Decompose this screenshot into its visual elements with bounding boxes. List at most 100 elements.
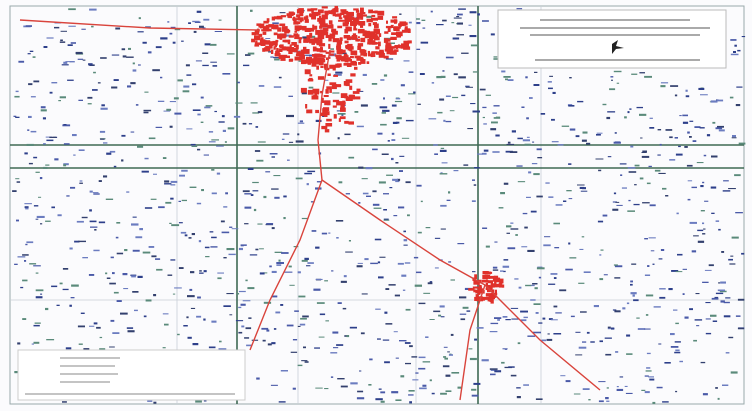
map-feature xyxy=(309,87,314,89)
map-feature xyxy=(440,173,448,174)
map-feature xyxy=(94,229,96,231)
map-feature xyxy=(156,269,162,271)
map-feature xyxy=(252,32,256,35)
map-feature xyxy=(25,244,27,245)
map-feature xyxy=(340,116,346,119)
map-feature xyxy=(452,97,458,98)
map-feature xyxy=(705,302,710,303)
map-feature xyxy=(284,56,290,58)
map-feature xyxy=(283,40,287,43)
map-feature xyxy=(668,288,672,290)
map-feature xyxy=(178,79,183,81)
map-feature xyxy=(146,299,152,301)
map-feature xyxy=(196,60,202,61)
map-feature xyxy=(651,250,655,251)
map-feature xyxy=(552,141,559,142)
map-feature xyxy=(606,401,609,402)
map-feature xyxy=(412,379,418,380)
map-feature xyxy=(659,288,666,289)
map-feature xyxy=(209,141,216,142)
map-feature xyxy=(239,248,243,250)
map-feature xyxy=(289,285,294,286)
map-feature xyxy=(355,111,359,113)
map-feature xyxy=(61,31,67,32)
map-feature xyxy=(45,308,48,310)
map-feature xyxy=(329,54,334,56)
map-feature xyxy=(348,121,354,124)
map-feature xyxy=(204,155,209,156)
map-feature xyxy=(678,146,681,147)
map-feature xyxy=(68,26,75,27)
map-feature xyxy=(605,397,609,399)
map-feature xyxy=(346,96,348,101)
map-feature xyxy=(144,112,149,114)
map-feature xyxy=(249,123,252,124)
map-feature xyxy=(324,388,328,389)
map-feature xyxy=(568,243,570,245)
map-feature xyxy=(307,38,314,42)
map-feature xyxy=(202,53,208,55)
map-feature xyxy=(93,72,96,74)
map-feature xyxy=(569,77,572,78)
map-feature xyxy=(579,249,583,250)
map-feature xyxy=(305,361,309,363)
map-feature xyxy=(187,295,195,297)
map-feature xyxy=(477,327,484,329)
map-feature xyxy=(359,371,361,372)
map-feature xyxy=(418,368,425,370)
map-feature xyxy=(88,63,93,65)
map-feature xyxy=(409,390,415,392)
map-feature xyxy=(131,132,135,133)
map-feature xyxy=(718,229,721,231)
map-feature xyxy=(604,274,608,275)
map-feature xyxy=(659,258,663,259)
map-feature xyxy=(192,146,198,147)
map-feature xyxy=(164,180,169,182)
map-feature xyxy=(306,30,311,32)
map-feature xyxy=(351,51,358,56)
map-feature xyxy=(26,25,32,27)
map-feature xyxy=(228,127,235,129)
map-feature xyxy=(395,162,398,164)
map-feature xyxy=(628,111,630,113)
map-feature xyxy=(114,166,117,168)
map-feature xyxy=(266,330,269,332)
map-feature xyxy=(575,354,582,355)
map-feature xyxy=(37,216,45,218)
map-feature xyxy=(216,146,224,147)
map-feature xyxy=(696,325,699,326)
map-feature xyxy=(263,196,266,198)
map-feature xyxy=(234,116,240,118)
map-feature xyxy=(135,236,142,238)
map-feature xyxy=(503,348,508,349)
map-feature xyxy=(598,221,603,223)
map-feature xyxy=(308,79,314,81)
map-feature xyxy=(201,189,204,191)
map-feature xyxy=(245,207,252,209)
map-feature xyxy=(503,316,508,318)
map-feature xyxy=(329,89,332,93)
map-feature xyxy=(401,275,406,277)
map-feature xyxy=(283,217,285,219)
map-feature xyxy=(171,184,176,185)
map-feature xyxy=(505,319,510,320)
map-feature xyxy=(392,179,398,181)
map-feature xyxy=(532,142,534,143)
map-feature xyxy=(492,151,499,153)
map-feature xyxy=(684,146,688,148)
map-feature xyxy=(182,200,187,201)
map-feature xyxy=(301,55,305,60)
map-feature xyxy=(404,245,408,246)
map-feature xyxy=(361,104,368,106)
map-feature xyxy=(149,246,155,248)
map-feature xyxy=(271,50,273,54)
map-feature xyxy=(313,289,320,291)
map-feature xyxy=(203,319,205,321)
map-feature xyxy=(243,123,247,125)
map-feature xyxy=(454,18,462,19)
map-feature xyxy=(511,375,517,377)
map-feature xyxy=(90,221,97,223)
map-feature xyxy=(38,197,41,198)
map-feature xyxy=(536,312,539,314)
map-feature xyxy=(530,299,535,300)
